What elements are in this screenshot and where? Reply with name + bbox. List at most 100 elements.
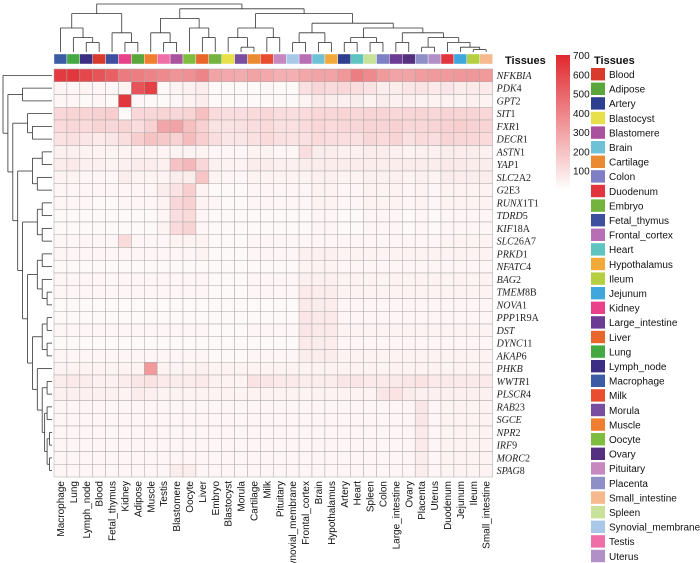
heatmap-cell xyxy=(414,425,429,439)
row-label: TDRD5 xyxy=(497,211,528,222)
heatmap-cell xyxy=(389,81,403,95)
heatmap-cell xyxy=(182,374,197,388)
legend-label: Blastocyst xyxy=(609,114,655,125)
heatmap-cell xyxy=(466,464,480,478)
heatmap-cell xyxy=(260,362,274,376)
heatmap-cell xyxy=(169,362,184,376)
heatmap-cell xyxy=(156,285,171,299)
heatmap-cell xyxy=(66,438,81,452)
heatmap-cell xyxy=(402,170,416,184)
row-label-symbol: SLC xyxy=(497,173,515,184)
heatmap-cell xyxy=(105,260,119,274)
heatmap-cell xyxy=(92,400,106,414)
heatmap-cell xyxy=(273,451,287,465)
heatmap-cell xyxy=(298,425,313,439)
heatmap-cell xyxy=(169,234,184,248)
heatmap-cell xyxy=(440,374,455,388)
legend-label: Placenta xyxy=(609,479,648,490)
heatmap-cell xyxy=(260,68,274,82)
heatmap-cell xyxy=(311,132,326,146)
heatmap-cell xyxy=(273,349,287,363)
heatmap-cell xyxy=(156,387,171,401)
heatmap-cell xyxy=(427,298,442,312)
heatmap-cell xyxy=(195,272,210,286)
annotation-cell-muscle xyxy=(144,53,158,65)
heatmap-cell xyxy=(156,183,171,197)
row-label-suffix: 2 xyxy=(516,275,521,286)
heatmap-cell xyxy=(208,170,222,184)
heatmap-cell xyxy=(479,298,493,312)
heatmap-cell xyxy=(118,158,132,172)
heatmap-cell xyxy=(298,196,313,210)
heatmap-cell xyxy=(273,362,287,376)
legend-label: Uterus xyxy=(609,552,638,563)
heatmap-cell xyxy=(350,425,364,439)
heatmap-cell xyxy=(118,323,132,337)
row-labels: NFKBIAPDK4GPT2SIT1FXR1DECR1ASTN1YAP1SLC2… xyxy=(496,71,540,477)
legend-swatch-embryo xyxy=(591,199,605,212)
heatmap-cell xyxy=(440,413,455,427)
heatmap-cell xyxy=(131,247,145,261)
heatmap-cell xyxy=(53,425,68,439)
heatmap-cell xyxy=(234,400,248,414)
heatmap-cell xyxy=(234,145,248,159)
heatmap-cell xyxy=(105,323,119,337)
heatmap-cell xyxy=(234,311,248,325)
heatmap-cell xyxy=(92,260,106,274)
heatmap-cell xyxy=(118,272,132,286)
heatmap-cell xyxy=(285,107,300,121)
heatmap-cell xyxy=(479,400,493,414)
heatmap-cell xyxy=(234,234,248,248)
heatmap-cell xyxy=(169,81,184,95)
heatmap-cell xyxy=(376,183,390,197)
heatmap-cell xyxy=(440,94,455,108)
heatmap-cell xyxy=(453,209,468,223)
row-label: DECR1 xyxy=(496,135,528,146)
column-label: Ovary xyxy=(404,481,415,508)
heatmap-cell xyxy=(427,438,442,452)
legend-swatch-adipose xyxy=(591,82,605,95)
column-label: Adipose xyxy=(133,481,144,518)
heatmap-cell xyxy=(234,374,248,388)
heatmap-cell xyxy=(440,81,455,95)
heatmap-cell xyxy=(156,170,171,184)
row-label-symbol: MORC xyxy=(496,453,526,464)
heatmap-cell xyxy=(363,260,377,274)
heatmap-cell xyxy=(324,362,339,376)
heatmap-cell xyxy=(260,425,274,439)
heatmap-cell xyxy=(414,311,429,325)
heatmap-cell xyxy=(479,209,493,223)
row-label: NFKBIA xyxy=(496,71,533,82)
heatmap-cell xyxy=(156,196,171,210)
heatmap-cell xyxy=(118,285,132,299)
heatmap-cell xyxy=(195,234,210,248)
heatmap-cell xyxy=(414,349,429,363)
heatmap-cell xyxy=(324,451,339,465)
heatmap-cell xyxy=(453,119,468,133)
heatmap-cell xyxy=(337,221,351,235)
heatmap-cell xyxy=(247,323,261,337)
heatmap-cell xyxy=(376,145,390,159)
heatmap-cell xyxy=(285,374,300,388)
heatmap-cell xyxy=(466,425,480,439)
heatmap-cell xyxy=(131,400,145,414)
heatmap-cell xyxy=(466,68,480,82)
heatmap-cell xyxy=(156,400,171,414)
annotation-cell-jejunum xyxy=(453,53,467,65)
heatmap-cell xyxy=(247,336,261,350)
row-label: WWTR1 xyxy=(497,377,530,388)
heatmap-cell xyxy=(440,311,455,325)
heatmap-cell xyxy=(260,451,274,465)
heatmap-cell xyxy=(156,158,171,172)
heatmap-cell xyxy=(79,311,93,325)
heatmap-cell xyxy=(247,362,261,376)
color-scale-tick-label: 400 xyxy=(573,109,590,120)
heatmap-cell xyxy=(414,260,429,274)
heatmap-cell xyxy=(260,464,274,478)
heatmap-cell xyxy=(453,234,468,248)
heatmap-cell xyxy=(169,285,184,299)
heatmap-cell xyxy=(311,68,326,82)
heatmap-cell xyxy=(131,413,145,427)
annotation-cell-large-intestine xyxy=(389,53,403,65)
legend-swatch-macrophage xyxy=(591,374,605,387)
